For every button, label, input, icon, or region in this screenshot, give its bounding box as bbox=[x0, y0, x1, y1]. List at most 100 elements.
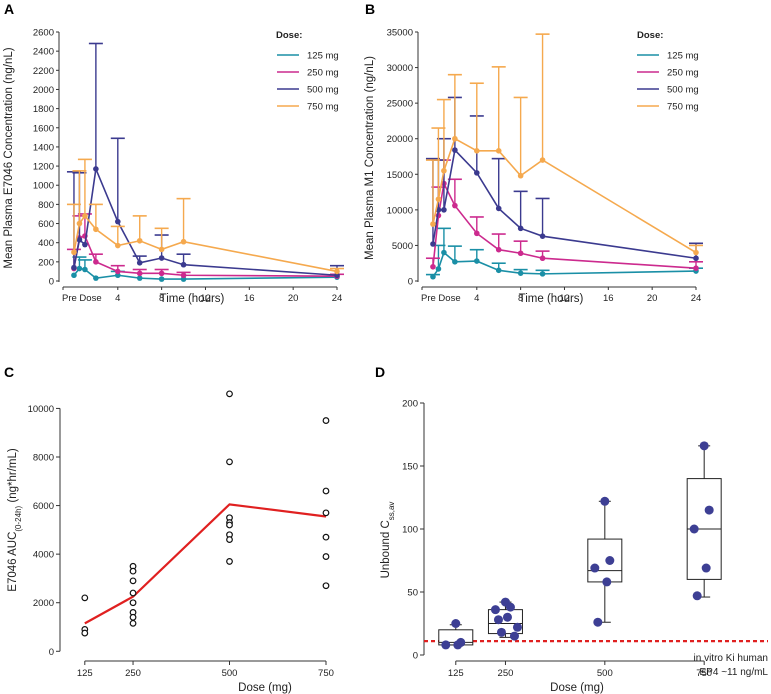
chart-c-ytick-label: 8000 bbox=[33, 453, 54, 464]
data-point bbox=[136, 270, 143, 277]
data-point bbox=[430, 221, 436, 227]
legend-label: 250 mg bbox=[667, 68, 699, 79]
chart-a-ytick-label: 400 bbox=[38, 238, 54, 249]
chart-c-data-point bbox=[322, 553, 330, 560]
chart-d-box-250 bbox=[487, 597, 523, 641]
data-point bbox=[180, 261, 187, 268]
chart-b-ytick-label: 0 bbox=[408, 277, 413, 288]
chart-c-data-point bbox=[129, 619, 137, 627]
legend-label: 125 mg bbox=[307, 51, 339, 62]
chart-c-data-point bbox=[226, 536, 233, 543]
data-point bbox=[93, 166, 99, 172]
data-point bbox=[517, 250, 524, 257]
chart-a-series-500mg bbox=[66, 42, 344, 279]
data-point bbox=[430, 241, 436, 247]
chart-d-xtick-label: 750 bbox=[696, 668, 712, 679]
chart-b-ytick-label: 5000 bbox=[392, 241, 413, 252]
chart-c-data-point bbox=[322, 487, 330, 495]
data-point bbox=[693, 265, 699, 271]
data-point bbox=[82, 213, 88, 219]
data-point bbox=[334, 268, 340, 275]
chart-b-series-250mg bbox=[425, 159, 703, 271]
chart-b-series-125mg bbox=[425, 227, 703, 280]
chart-c-data-point bbox=[129, 589, 137, 597]
data-point bbox=[539, 157, 546, 163]
box-data-point bbox=[590, 563, 600, 573]
data-point bbox=[76, 237, 83, 243]
data-point bbox=[452, 258, 458, 265]
chart-c-data-point bbox=[226, 521, 233, 529]
chart-a-ytick-label: 2200 bbox=[33, 66, 54, 77]
data-point bbox=[693, 255, 699, 262]
data-point bbox=[495, 148, 502, 154]
series-line bbox=[73, 214, 338, 273]
data-point bbox=[115, 272, 121, 279]
chart-d-xlabel: Dose (mg) bbox=[550, 682, 604, 694]
chart-c-data-point bbox=[322, 417, 330, 424]
chart-a-xtick-label: 24 bbox=[332, 293, 343, 304]
data-point bbox=[539, 255, 546, 262]
chart-a-ytick-label: 200 bbox=[38, 257, 54, 268]
chart-a-ytick-label: 1400 bbox=[33, 142, 54, 153]
chart-d-ytick-label: 50 bbox=[407, 588, 418, 599]
box-data-point bbox=[600, 496, 610, 506]
series-line bbox=[432, 180, 697, 269]
chart-c-data-point bbox=[81, 629, 89, 637]
box-data-point bbox=[509, 631, 519, 641]
data-point bbox=[495, 246, 502, 253]
panel-label-a: A bbox=[4, 1, 14, 17]
chart-b-ytick-label: 35000 bbox=[387, 28, 413, 39]
chart-a-ytick-label: 1200 bbox=[33, 162, 54, 173]
chart-c-ylabel-sub: (0-24h) bbox=[14, 505, 23, 531]
chart-c-ytick-label: 4000 bbox=[33, 550, 54, 561]
box-iqr bbox=[587, 538, 623, 583]
chart-c-data-point bbox=[129, 599, 137, 607]
series-line bbox=[432, 251, 697, 278]
data-point bbox=[136, 260, 143, 266]
chart-a-ytick-label: 2400 bbox=[33, 47, 54, 58]
chart-c-xtick-label: 500 bbox=[222, 668, 238, 679]
chart-c-data-point bbox=[226, 458, 233, 466]
data-point bbox=[474, 258, 480, 264]
data-point bbox=[82, 241, 88, 248]
legend-label: 500 mg bbox=[307, 85, 339, 96]
legend-label: 750 mg bbox=[667, 102, 699, 113]
data-point bbox=[430, 273, 436, 280]
box-data-point bbox=[502, 612, 512, 622]
box-data-point bbox=[512, 622, 522, 632]
chart-c-ylabel-tail: (ng*hr/mL) bbox=[7, 448, 19, 506]
data-point bbox=[517, 270, 524, 276]
chart-b-xtick-label: 24 bbox=[691, 293, 702, 304]
chart-a-ytick-label: 1600 bbox=[33, 123, 54, 134]
data-point bbox=[180, 272, 187, 279]
box-data-point bbox=[496, 627, 506, 637]
chart-a-xlabel: Time (hours) bbox=[160, 293, 225, 305]
chart-c-data-point bbox=[129, 613, 137, 621]
chart-b-series-500mg bbox=[425, 96, 703, 262]
data-point bbox=[136, 275, 143, 281]
data-point bbox=[474, 148, 480, 154]
data-point bbox=[539, 233, 546, 239]
data-point bbox=[474, 230, 480, 237]
data-point bbox=[435, 266, 442, 272]
chart-c-data-point bbox=[129, 577, 137, 585]
box-data-point bbox=[441, 640, 451, 650]
data-point bbox=[71, 264, 77, 271]
box-data-point bbox=[689, 524, 699, 534]
chart-d-ytick-label: 200 bbox=[402, 399, 418, 410]
data-point bbox=[158, 270, 165, 277]
chart-c-data-point bbox=[322, 533, 330, 541]
panel-label-b: B bbox=[365, 1, 375, 17]
box-data-point bbox=[692, 591, 702, 601]
chart-d-unbound-css-box: 0 50 100 150 200 125 250 500 750 bbox=[402, 399, 768, 679]
chart-a-ytick-label: 0 bbox=[49, 277, 54, 288]
chart-c-data-point bbox=[129, 567, 137, 575]
chart-b-xtick-label: 12 bbox=[559, 293, 570, 304]
data-point bbox=[517, 225, 524, 232]
threshold-label-line2: EP4 ~11 ng/mL bbox=[700, 667, 769, 678]
data-point bbox=[495, 205, 502, 212]
data-point bbox=[474, 170, 480, 176]
box-data-point bbox=[602, 577, 612, 587]
chart-d-ylabel-sub: ss,av bbox=[387, 502, 396, 521]
series-line bbox=[432, 148, 697, 260]
